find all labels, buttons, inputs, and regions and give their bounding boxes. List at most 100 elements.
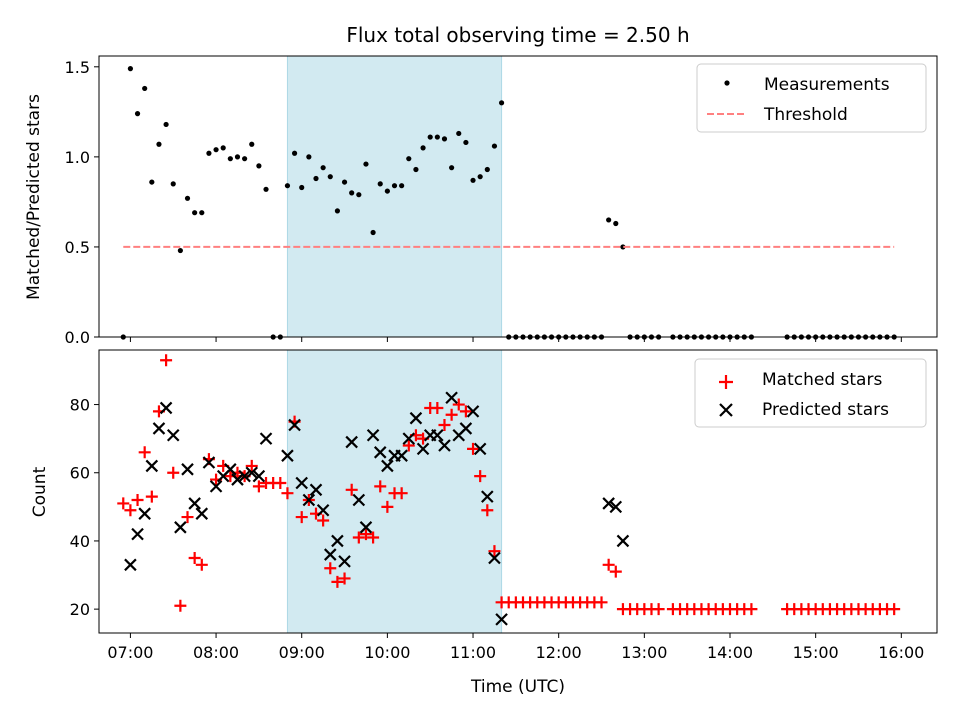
matched-star-point (602, 558, 615, 571)
predicted-star-point (416, 442, 430, 456)
predicted-star-point (174, 521, 187, 534)
measurement-point (406, 156, 412, 162)
x-axis-label: Time (UTC) (470, 677, 565, 697)
top-y-tick-label: 0.5 (65, 238, 90, 257)
x-tick-label: 13:00 (621, 643, 667, 662)
predicted-star-point (616, 534, 630, 548)
predicted-star-point (381, 459, 394, 473)
bottom-legend: Matched stars Predicted stars (694, 358, 927, 428)
legend-predicted-label: Predicted stars (762, 400, 889, 420)
figure-title: Flux total observing time = 2.50 h (346, 23, 689, 47)
measurement-point (227, 156, 233, 162)
measurement-point (142, 85, 148, 92)
matched-star-point (745, 603, 758, 616)
predicted-star-point (252, 469, 266, 483)
measurement-point (606, 217, 612, 223)
predicted-star-point (231, 473, 244, 486)
predicted-star-point (488, 551, 501, 565)
measurement-point (242, 156, 248, 162)
matched-star-point (438, 419, 451, 432)
measurement-point (463, 139, 469, 146)
bottom-y-axis-label: Count (30, 466, 50, 517)
matched-star-point (331, 575, 344, 588)
measurement-point (213, 147, 219, 153)
measurement-point (427, 134, 433, 140)
legend-measurements-marker (724, 80, 730, 86)
legend-matched-marker (719, 375, 733, 389)
predicted-star-point (245, 466, 259, 480)
matched-star-point (481, 504, 494, 517)
measurement-point (470, 177, 476, 183)
measurement-point (491, 143, 498, 149)
predicted-star-point (345, 435, 358, 449)
measurement-point (399, 183, 405, 189)
top-legend: Measurements Threshold (696, 63, 927, 133)
measurement-point (370, 229, 376, 236)
matched-star-point (252, 480, 265, 493)
predicted-star-point (238, 469, 251, 483)
matched-star-point (281, 487, 294, 500)
predicted-star-point (302, 493, 316, 507)
predicted-star-point (295, 476, 308, 490)
measurement-point (234, 154, 241, 160)
predicted-star-point (209, 480, 223, 493)
top-y-tick-label: 1.0 (65, 148, 90, 167)
matched-star-point (324, 562, 337, 575)
predicted-star-point (373, 446, 387, 459)
measurement-point (313, 175, 319, 182)
legend-measurements-label: Measurements (764, 75, 890, 95)
bottom-y-tick-label: 80 (70, 396, 90, 415)
predicted-star-point (359, 521, 373, 534)
predicted-star-point (138, 507, 151, 520)
measurement-point (484, 166, 490, 173)
measurement-point (192, 210, 198, 216)
matched-star-point (117, 497, 130, 510)
measurement-point (206, 150, 212, 156)
predicted-star-point (202, 456, 216, 469)
matched-star-point (474, 470, 487, 483)
predicted-star-point (309, 483, 323, 497)
predicted-star-point (181, 463, 194, 476)
predicted-star-point (331, 534, 344, 548)
predicted-star-point (602, 497, 615, 510)
legend-matched-label: Matched stars (762, 370, 882, 390)
matched-star-point (395, 487, 408, 500)
measurement-point (441, 136, 448, 142)
measurement-point (420, 145, 426, 151)
measurement-point (363, 161, 369, 167)
predicted-star-point (431, 428, 444, 442)
predicted-star-point (259, 432, 273, 445)
measurement-point (477, 174, 483, 180)
measurement-point (149, 179, 155, 185)
measurement-point (291, 150, 298, 156)
top-y-ticks: 0.0 0.5 1.0 1.5 (65, 58, 99, 347)
measurement-point (413, 166, 419, 173)
predicted-star-point (481, 490, 494, 503)
predicted-star-point (366, 428, 380, 442)
top-y-tick-label: 1.5 (65, 58, 90, 77)
matched-star-point (124, 504, 137, 517)
predicted-star-point (152, 422, 166, 435)
bottom-y-ticks: 20 40 60 80 (70, 396, 99, 619)
measurement-point (156, 141, 162, 147)
matched-star-point (195, 558, 208, 571)
bottom-x-ticks: 07:00 08:00 09:00 10:00 11:00 12:00 13:00 14:00… (107, 633, 924, 662)
x-tick-label: 15:00 (793, 643, 839, 662)
predicted-star-point (188, 497, 201, 510)
top-y-tick-label: 0.0 (65, 328, 90, 347)
matched-star-point (274, 476, 287, 489)
measurement-point (498, 100, 505, 106)
bottom-legend-box (694, 358, 927, 428)
legend-threshold-label: Threshold (763, 105, 848, 125)
predicted-star-point (409, 411, 423, 425)
x-tick-label: 08:00 (193, 643, 239, 662)
matched-star-point (381, 500, 394, 513)
matched-star-point (352, 531, 365, 544)
measurement-point (449, 165, 455, 171)
predicted-star-point (159, 401, 173, 415)
star-count-points (117, 354, 901, 626)
matched-star-point (888, 603, 901, 616)
measurement-point (220, 145, 226, 151)
bottom-y-tick-label: 60 (70, 464, 90, 483)
matched-star-point (359, 528, 372, 541)
